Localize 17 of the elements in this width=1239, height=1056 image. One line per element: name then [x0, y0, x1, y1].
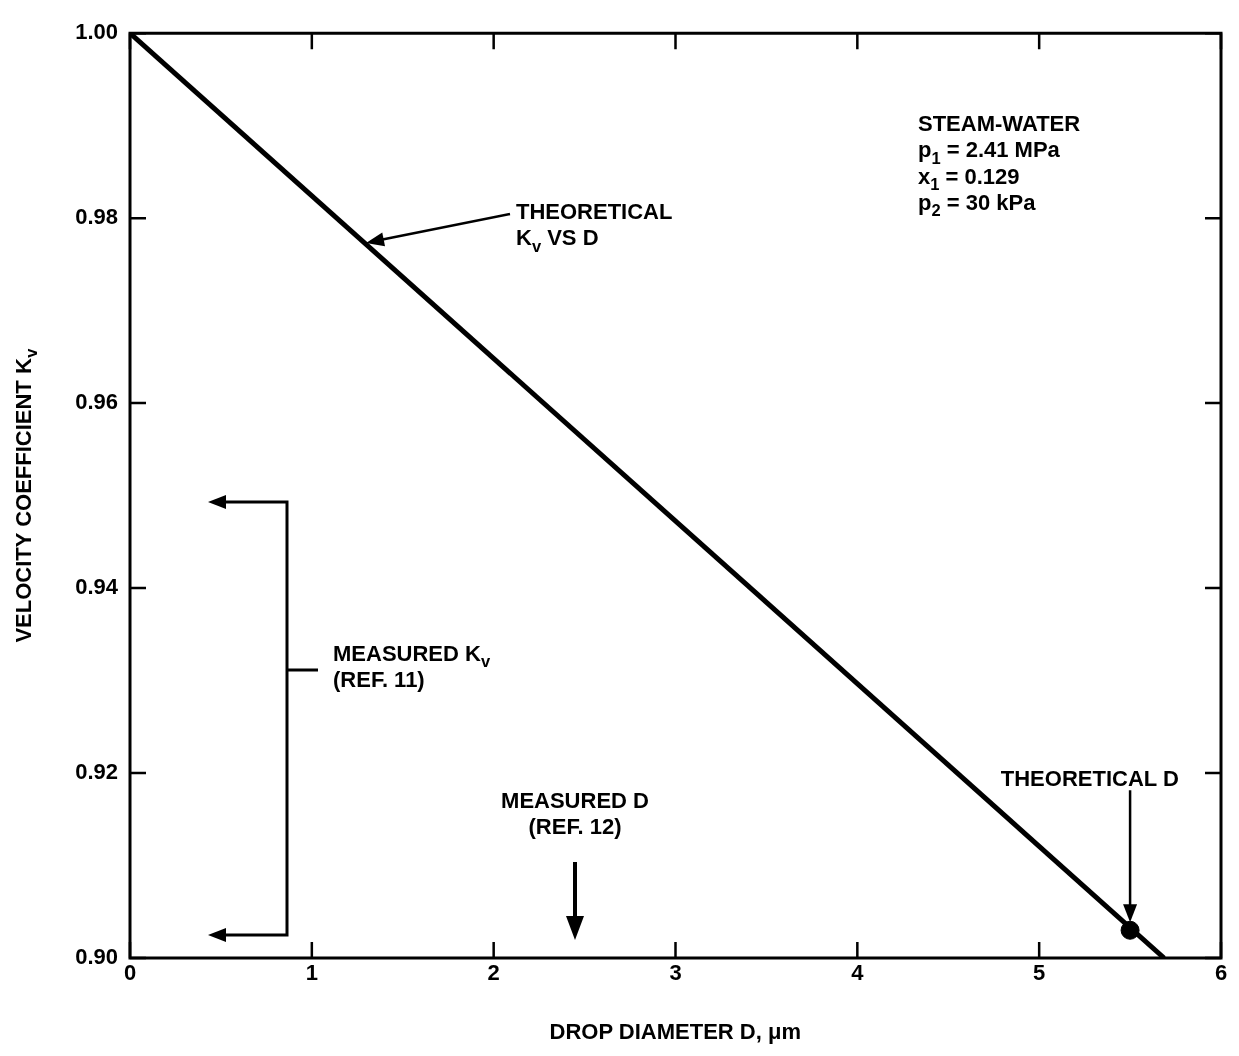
y-tick-label: 0.90	[75, 944, 118, 970]
annotation: THEORETICAL D	[1000, 766, 1179, 792]
annotation: MEASURED D (REF. 12)	[501, 788, 649, 840]
x-tick-label: 5	[1033, 960, 1046, 986]
x-tick-label: 0	[123, 960, 137, 986]
x-tick-label: 6	[1214, 960, 1228, 986]
x-axis-title: DROP DIAMETER D, μm	[549, 1019, 802, 1045]
y-tick-label: 0.96	[75, 389, 118, 415]
x-tick-label: 3	[669, 960, 682, 986]
y-tick-label: 0.92	[75, 759, 118, 785]
y-tick-label: 1.00	[75, 19, 118, 45]
x-tick-label: 2	[487, 960, 500, 986]
x-tick-label: 4	[851, 960, 865, 986]
x-tick-label: 1	[305, 960, 318, 986]
y-axis-title: VELOCITY COEFFICIENT Kv	[11, 347, 41, 643]
y-tick-label: 0.98	[75, 204, 118, 230]
y-tick-label: 0.94	[75, 574, 119, 600]
